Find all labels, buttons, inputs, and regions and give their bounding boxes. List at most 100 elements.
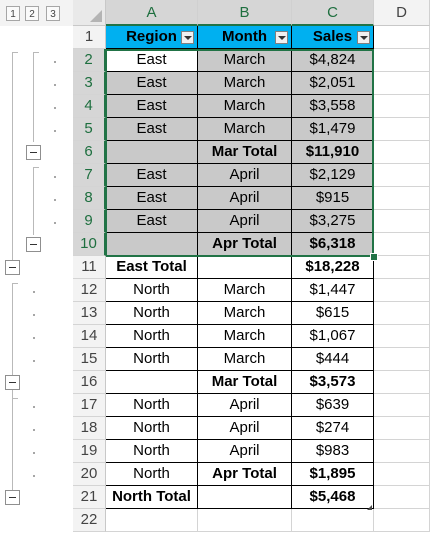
- cell-sales[interactable]: $1,895: [292, 463, 374, 486]
- cell-month[interactable]: March: [198, 95, 292, 118]
- cell-empty[interactable]: [374, 141, 430, 164]
- cell-sales[interactable]: $18,228: [292, 256, 374, 279]
- column-header-d[interactable]: D: [374, 0, 430, 26]
- table-resize-handle[interactable]: [367, 505, 372, 510]
- cell-month[interactable]: Apr Total: [198, 463, 292, 486]
- cell-empty[interactable]: [374, 394, 430, 417]
- filter-dropdown-icon[interactable]: [275, 31, 288, 44]
- cell-region[interactable]: North Total: [106, 486, 198, 509]
- cell-empty[interactable]: [374, 118, 430, 141]
- row-header-6[interactable]: 6: [73, 141, 106, 164]
- cell-month[interactable]: [198, 509, 292, 532]
- row-header-13[interactable]: 13: [73, 302, 106, 325]
- cell-empty[interactable]: [374, 95, 430, 118]
- cell-empty[interactable]: [374, 256, 430, 279]
- collapse-group-mar-total-north-button[interactable]: [5, 375, 20, 390]
- cell-region[interactable]: North: [106, 440, 198, 463]
- cell-sales[interactable]: $4,824: [292, 49, 374, 72]
- cell-region[interactable]: North: [106, 463, 198, 486]
- cell-month[interactable]: Mar Total: [198, 141, 292, 164]
- cell-region[interactable]: North: [106, 279, 198, 302]
- cell-month[interactable]: April: [198, 440, 292, 463]
- cell-empty[interactable]: [374, 486, 430, 509]
- cell-region[interactable]: [106, 509, 198, 532]
- cell-sales[interactable]: [292, 509, 374, 532]
- row-header-20[interactable]: 20: [73, 463, 106, 486]
- cell-sales[interactable]: Sales: [292, 26, 374, 49]
- cell-month[interactable]: Mar Total: [198, 371, 292, 394]
- cell-empty[interactable]: [374, 325, 430, 348]
- cell-month[interactable]: April: [198, 417, 292, 440]
- outline-level-1-button[interactable]: 1: [6, 6, 20, 21]
- row-header-8[interactable]: 8: [73, 187, 106, 210]
- row-header-2[interactable]: 2: [73, 49, 106, 72]
- cell-sales[interactable]: $1,479: [292, 118, 374, 141]
- cell-sales[interactable]: $444: [292, 348, 374, 371]
- cell-region[interactable]: East: [106, 187, 198, 210]
- cell-month[interactable]: March: [198, 279, 292, 302]
- row-header-16[interactable]: 16: [73, 371, 106, 394]
- row-header-10[interactable]: 10: [73, 233, 106, 256]
- cell-sales[interactable]: $2,129: [292, 164, 374, 187]
- outline-level-2-button[interactable]: 2: [25, 6, 39, 21]
- row-header-22[interactable]: 22: [73, 509, 106, 532]
- filter-dropdown-icon[interactable]: [357, 31, 370, 44]
- cell-region[interactable]: [106, 141, 198, 164]
- cell-region[interactable]: [106, 233, 198, 256]
- cell-region[interactable]: East: [106, 118, 198, 141]
- column-header-a[interactable]: A: [106, 0, 198, 26]
- cell-month[interactable]: April: [198, 187, 292, 210]
- collapse-group-east-total-button[interactable]: [5, 260, 20, 275]
- cell-region[interactable]: North: [106, 417, 198, 440]
- cell-empty[interactable]: [374, 72, 430, 95]
- cell-empty[interactable]: [374, 509, 430, 532]
- row-header-15[interactable]: 15: [73, 348, 106, 371]
- cell-region[interactable]: East: [106, 210, 198, 233]
- cell-sales[interactable]: $11,910: [292, 141, 374, 164]
- cell-region[interactable]: North: [106, 394, 198, 417]
- cell-empty[interactable]: [374, 417, 430, 440]
- cell-sales[interactable]: $3,558: [292, 95, 374, 118]
- cell-region[interactable]: East: [106, 49, 198, 72]
- cell-empty[interactable]: [374, 463, 430, 486]
- cell-month[interactable]: March: [198, 72, 292, 95]
- cell-region[interactable]: Region: [106, 26, 198, 49]
- cell-sales[interactable]: $1,447: [292, 279, 374, 302]
- cell-month[interactable]: March: [198, 118, 292, 141]
- cell-region[interactable]: [106, 371, 198, 394]
- row-header-18[interactable]: 18: [73, 417, 106, 440]
- cell-sales[interactable]: $274: [292, 417, 374, 440]
- row-header-14[interactable]: 14: [73, 325, 106, 348]
- cell-sales[interactable]: $5,468: [292, 486, 374, 509]
- row-header-5[interactable]: 5: [73, 118, 106, 141]
- cell-sales[interactable]: $615: [292, 302, 374, 325]
- select-all-corner[interactable]: [73, 0, 106, 26]
- cell-region[interactable]: East: [106, 164, 198, 187]
- cell-sales[interactable]: $1,067: [292, 325, 374, 348]
- row-header-7[interactable]: 7: [73, 164, 106, 187]
- fill-handle[interactable]: [370, 253, 378, 261]
- row-header-4[interactable]: 4: [73, 95, 106, 118]
- cell-month[interactable]: Month: [198, 26, 292, 49]
- cell-sales[interactable]: $983: [292, 440, 374, 463]
- cell-region[interactable]: East Total: [106, 256, 198, 279]
- cell-empty[interactable]: [374, 233, 430, 256]
- cell-month[interactable]: Apr Total: [198, 233, 292, 256]
- cell-month[interactable]: [198, 256, 292, 279]
- column-header-b[interactable]: B: [198, 0, 292, 26]
- cell-month[interactable]: April: [198, 210, 292, 233]
- cell-month[interactable]: March: [198, 348, 292, 371]
- cell-month[interactable]: [198, 486, 292, 509]
- cell-region[interactable]: North: [106, 302, 198, 325]
- cell-month[interactable]: April: [198, 164, 292, 187]
- cell-month[interactable]: March: [198, 325, 292, 348]
- cell-region[interactable]: North: [106, 348, 198, 371]
- cell-empty[interactable]: [374, 49, 430, 72]
- row-header-3[interactable]: 3: [73, 72, 106, 95]
- cell-empty[interactable]: [374, 26, 430, 49]
- cell-sales[interactable]: $915: [292, 187, 374, 210]
- row-header-11[interactable]: 11: [73, 256, 106, 279]
- row-header-9[interactable]: 9: [73, 210, 106, 233]
- cell-empty[interactable]: [374, 210, 430, 233]
- collapse-group-apr-total-east-button[interactable]: [26, 237, 41, 252]
